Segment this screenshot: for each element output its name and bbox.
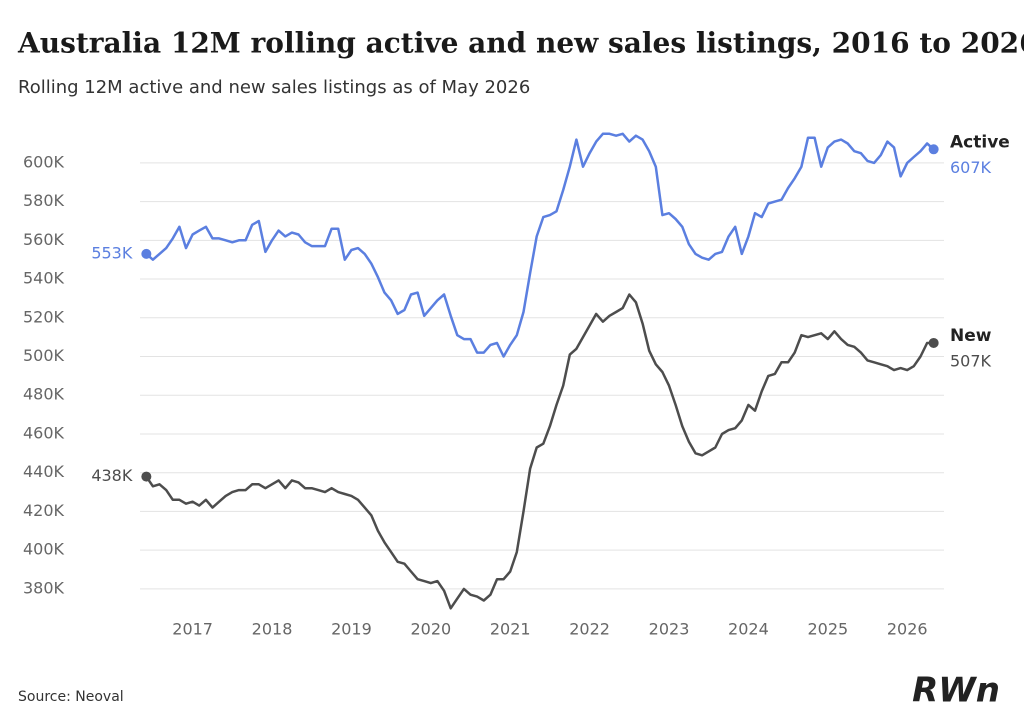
y-tick-label: 500K — [23, 346, 65, 365]
end-point — [928, 337, 939, 348]
end-point — [928, 144, 939, 155]
y-tick-label: 380K — [23, 578, 65, 597]
x-tick-label: 2021 — [490, 620, 531, 639]
series-line — [145, 293, 934, 610]
source: Source: Neoval — [18, 689, 124, 705]
start-point — [141, 471, 152, 482]
y-tick-label: 600K — [23, 152, 65, 171]
y-tick-label: 580K — [23, 191, 65, 210]
y-tick-label: 480K — [23, 385, 65, 404]
series-line — [145, 132, 935, 358]
x-tick-label: 2020 — [410, 620, 451, 639]
x-tick-label: 2023 — [649, 620, 690, 639]
series-name: Active — [950, 132, 1010, 152]
start-point — [141, 248, 152, 259]
x-tick-label: 2022 — [569, 620, 610, 639]
start-label: 553K — [91, 243, 133, 262]
chart-title: Australia 12M rolling active and new sal… — [17, 27, 1024, 60]
y-tick-label: 560K — [23, 230, 65, 249]
x-tick-label: 2018 — [252, 620, 293, 639]
logo: RWn — [912, 671, 1000, 711]
end-label: 507K — [950, 351, 992, 370]
end-label: 607K — [950, 158, 992, 177]
y-tick-label: 540K — [23, 269, 65, 288]
series-name: New — [950, 326, 992, 346]
chart-subtitle: Rolling 12M active and new sales listing… — [18, 77, 530, 98]
x-tick-label: 2024 — [728, 620, 769, 639]
start-label: 438K — [91, 466, 133, 485]
x-tick-label: 2025 — [807, 620, 848, 639]
x-tick-label: 2026 — [887, 620, 928, 639]
x-tick-label: 2017 — [172, 620, 213, 639]
y-tick-label: 460K — [23, 423, 65, 442]
y-tick-label: 400K — [23, 540, 65, 559]
y-tick-label: 440K — [23, 462, 65, 481]
x-tick-label: 2019 — [331, 620, 372, 639]
y-tick-label: 520K — [23, 307, 65, 326]
y-tick-label: 420K — [23, 501, 65, 520]
